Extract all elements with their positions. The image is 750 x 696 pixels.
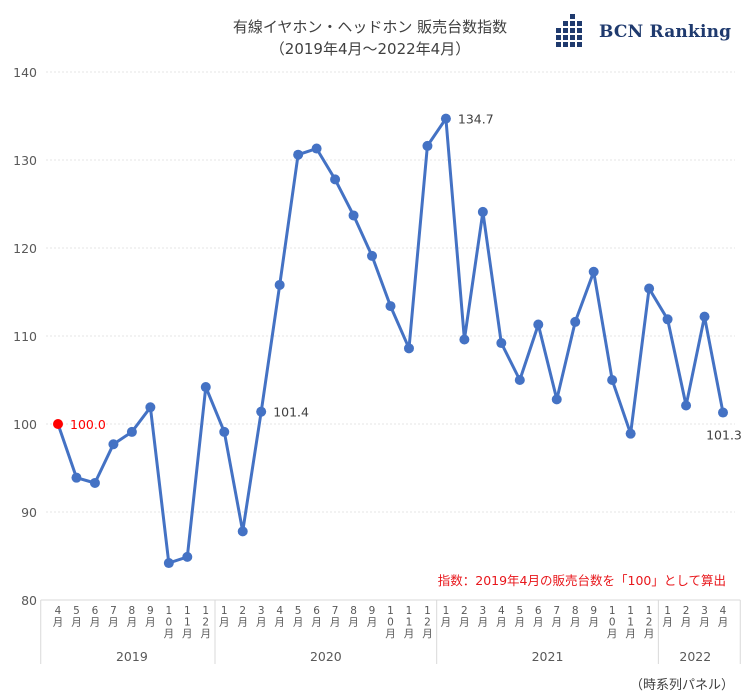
data-point xyxy=(89,477,100,488)
data-point xyxy=(422,140,433,151)
data-point xyxy=(570,316,581,327)
data-point xyxy=(256,406,267,417)
series-line xyxy=(56,117,725,565)
data-point xyxy=(681,400,692,411)
year-label: 2019 xyxy=(116,649,148,664)
data-point xyxy=(219,426,230,437)
data-point xyxy=(496,338,507,349)
year-label: 2022 xyxy=(679,649,711,664)
data-point xyxy=(588,266,599,277)
data-point xyxy=(662,314,673,325)
data-point xyxy=(126,426,137,437)
y-tick-label: 80 xyxy=(21,593,37,608)
bcn-logo: BCN Ranking xyxy=(555,14,731,50)
data-point xyxy=(699,311,710,322)
y-tick-label: 140 xyxy=(13,65,37,80)
data-point xyxy=(293,149,304,160)
data-point xyxy=(385,301,396,312)
bcn-grid-logo-icon xyxy=(556,14,582,47)
data-point xyxy=(200,382,211,393)
data-label: 101.3 xyxy=(706,428,742,443)
data-point xyxy=(71,472,82,483)
data-point xyxy=(182,551,193,562)
data-point xyxy=(311,143,322,154)
year-label: 2020 xyxy=(310,649,342,664)
data-point xyxy=(533,319,544,330)
data-point xyxy=(145,402,156,413)
data-point xyxy=(367,250,378,261)
chart-subtitle: （2019年4月〜2022年4月） xyxy=(269,40,471,58)
data-label: 100.0 xyxy=(70,417,106,432)
y-tick-label: 90 xyxy=(21,505,37,520)
data-point xyxy=(330,174,341,185)
year-label: 2021 xyxy=(532,649,564,664)
data-point xyxy=(274,279,285,290)
data-point xyxy=(625,428,636,439)
data-point xyxy=(403,343,414,354)
data-label: 101.4 xyxy=(273,405,309,420)
data-point xyxy=(477,206,488,217)
y-tick-label: 110 xyxy=(13,329,37,344)
data-point xyxy=(108,439,119,450)
data-point xyxy=(348,210,359,221)
logo-text: BCN Ranking xyxy=(599,22,732,42)
data-point xyxy=(718,407,728,418)
data-point xyxy=(163,558,174,569)
y-tick-label: 130 xyxy=(13,153,37,168)
data-point xyxy=(644,283,655,294)
chart-title: 有線イヤホン・ヘッドホン 販売台数指数 xyxy=(232,18,508,36)
source-label: （時系列パネル） xyxy=(629,678,734,693)
data-label: 134.7 xyxy=(458,112,494,127)
y-tick-label: 100 xyxy=(13,417,37,432)
data-point xyxy=(551,394,562,405)
data-point xyxy=(53,419,63,429)
data-point xyxy=(514,375,525,385)
y-tick-label: 120 xyxy=(13,241,37,256)
data-point xyxy=(607,375,618,385)
data-point xyxy=(440,113,451,124)
footnote: 指数：2019年4月の販売台数を「100」として算出 xyxy=(437,573,726,588)
data-point xyxy=(237,526,248,537)
data-point xyxy=(459,334,470,345)
